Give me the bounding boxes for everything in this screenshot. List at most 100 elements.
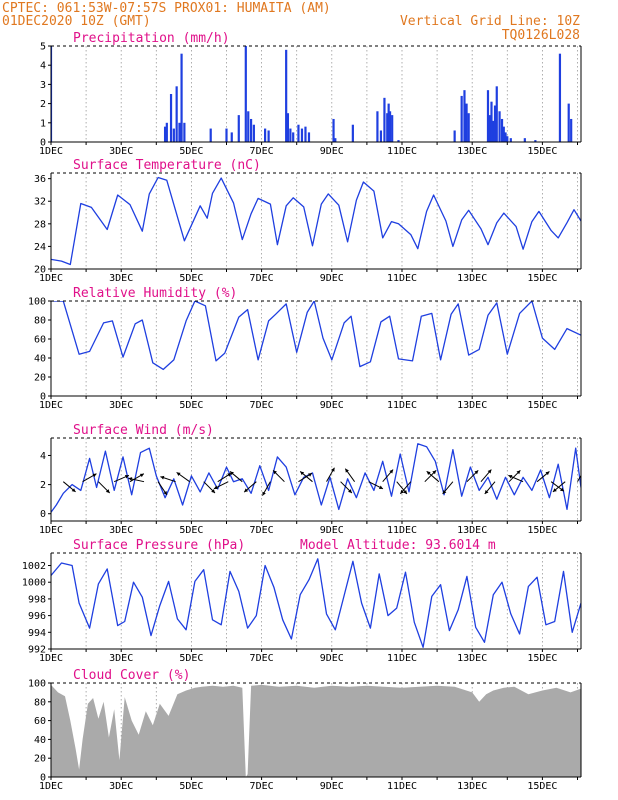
wind-x-tick-label: 3DEC	[109, 525, 133, 536]
temperature-y-tick-label: 20	[34, 265, 46, 276]
pressure-x-tick-label: 9DEC	[320, 653, 344, 664]
wind-vector-head	[124, 475, 129, 479]
wind-x-tick-label: 9DEC	[320, 525, 344, 536]
precip-bar	[570, 118, 573, 142]
wind-vector-head	[213, 485, 218, 489]
pressure-annotation: Model Altitude: 93.6014 m	[300, 538, 496, 553]
header-date-line: 01DEC2020 10Z (GMT)	[2, 14, 151, 29]
humidity-title: Relative Humidity (%)	[73, 286, 237, 301]
wind-vector-head	[160, 475, 165, 480]
wind-vector-head	[432, 470, 437, 475]
cloud-y-tick-label: 100	[28, 679, 46, 690]
precip-bar	[264, 128, 267, 142]
header: CPTEC: 061:53W-07:57S PROX01: HUMAITA (A…	[2, 1, 580, 43]
wind-vector-head	[560, 487, 564, 492]
precip-bar	[249, 118, 253, 142]
precip-bar	[244, 46, 247, 142]
pressure-y-tick-label: 994	[28, 628, 46, 639]
precip-bar	[463, 90, 466, 142]
cloud-title: Cloud Cover (%)	[73, 668, 190, 683]
wind-y-tick-label: 0	[40, 509, 46, 520]
precip-bar	[252, 124, 255, 142]
pressure-x-tick-label: 5DEC	[179, 653, 203, 664]
precip-bar	[332, 118, 335, 142]
precip-bar	[376, 111, 379, 142]
wind-vector-head	[229, 471, 234, 476]
precip-bar	[387, 103, 390, 142]
wind-vector-head	[105, 489, 110, 493]
pressure-y-tick-label: 996	[28, 611, 46, 622]
cloud-data	[51, 684, 581, 777]
precipitation-title: Precipitation (mm/h)	[73, 31, 230, 46]
temperature-x-tick-label: 15DEC	[527, 273, 557, 284]
pressure-data	[51, 558, 581, 648]
wind-vector-head	[273, 470, 277, 475]
precip-bar	[506, 136, 509, 142]
header-model-id: TQ0126L028	[502, 28, 580, 43]
precip-bar	[379, 130, 383, 142]
precipitation-x-tick-label: 15DEC	[527, 146, 557, 157]
wind-vector-head	[300, 471, 305, 476]
wind-vector-head	[331, 467, 335, 472]
pressure-x-tick-label: 15DEC	[527, 653, 557, 664]
precip-bar	[558, 53, 562, 142]
precip-bar	[386, 113, 389, 142]
precip-bar	[178, 122, 181, 142]
humidity-y-tick-label: 60	[34, 335, 46, 346]
cloud-x-tick-label: 9DEC	[320, 781, 344, 792]
temperature-title: Surface Temperature (nC)	[73, 158, 261, 173]
temperature-x-tick-label: 7DEC	[250, 273, 274, 284]
cloud-y-tick-label: 0	[40, 773, 46, 784]
wind-vector-head	[128, 477, 133, 481]
precip-bar	[225, 128, 228, 142]
precip-bar	[209, 128, 212, 142]
wind-vector-head	[389, 469, 394, 474]
precip-bar	[267, 130, 270, 142]
precip-bar	[460, 95, 463, 142]
wind-vector-head	[348, 489, 352, 493]
precipitation-y-tick-label: 5	[40, 42, 46, 53]
wind-vector-head	[426, 471, 431, 476]
wind-vector-head	[442, 490, 447, 494]
cloud-x-tick-label: 11DEC	[387, 781, 417, 792]
wind-vector-head	[71, 488, 76, 492]
wind-data	[51, 443, 581, 513]
wind-vector-head	[378, 485, 383, 489]
wind-vector-head	[508, 475, 513, 479]
precip-bar	[498, 111, 501, 142]
wind-x-tick-label: 1DEC	[39, 525, 63, 536]
precip-bar	[488, 115, 491, 142]
humidity-y-tick-label: 100	[28, 297, 46, 308]
precip-bar	[175, 86, 178, 142]
humidity-x-tick-label: 7DEC	[250, 400, 274, 411]
wind-vector-head	[545, 471, 550, 476]
cloud-panel: 1DEC 3DEC 5DEC 7DEC 9DEC 11DEC 13DEC 15DEC 0 20 40…	[28, 668, 582, 792]
precip-bar	[230, 132, 233, 142]
wind-title: Surface Wind (m/s)	[73, 423, 214, 438]
pressure-y-tick-label: 992	[28, 645, 46, 656]
temperature-x-tick-label: 11DEC	[387, 273, 417, 284]
precipitation-x-tick-label: 11DEC	[387, 146, 417, 157]
precipitation-y-tick-label: 1	[40, 118, 46, 129]
wind-vector-head	[400, 489, 405, 494]
precip-bar	[163, 126, 167, 142]
precip-bar	[247, 111, 250, 142]
precip-bar	[495, 86, 498, 142]
temperature-x-tick-label: 13DEC	[457, 273, 487, 284]
precip-bar	[169, 94, 173, 142]
pressure-x-tick-label: 13DEC	[457, 653, 487, 664]
precip-bar	[383, 97, 386, 142]
wind-vector-head	[308, 473, 313, 477]
temperature-y-tick-label: 36	[34, 174, 46, 185]
precip-bar	[465, 103, 468, 142]
pressure-y-tick-label: 1000	[22, 578, 46, 589]
wind-x-tick-label: 13DEC	[457, 525, 487, 536]
precip-bar	[351, 124, 354, 142]
pressure-series-line	[51, 558, 581, 648]
precip-bar	[237, 115, 240, 142]
pressure-y-tick-label: 1002	[22, 561, 46, 572]
cloud-x-tick-label: 7DEC	[250, 781, 274, 792]
precip-bar	[467, 113, 470, 142]
temperature-x-tick-label: 9DEC	[320, 273, 344, 284]
